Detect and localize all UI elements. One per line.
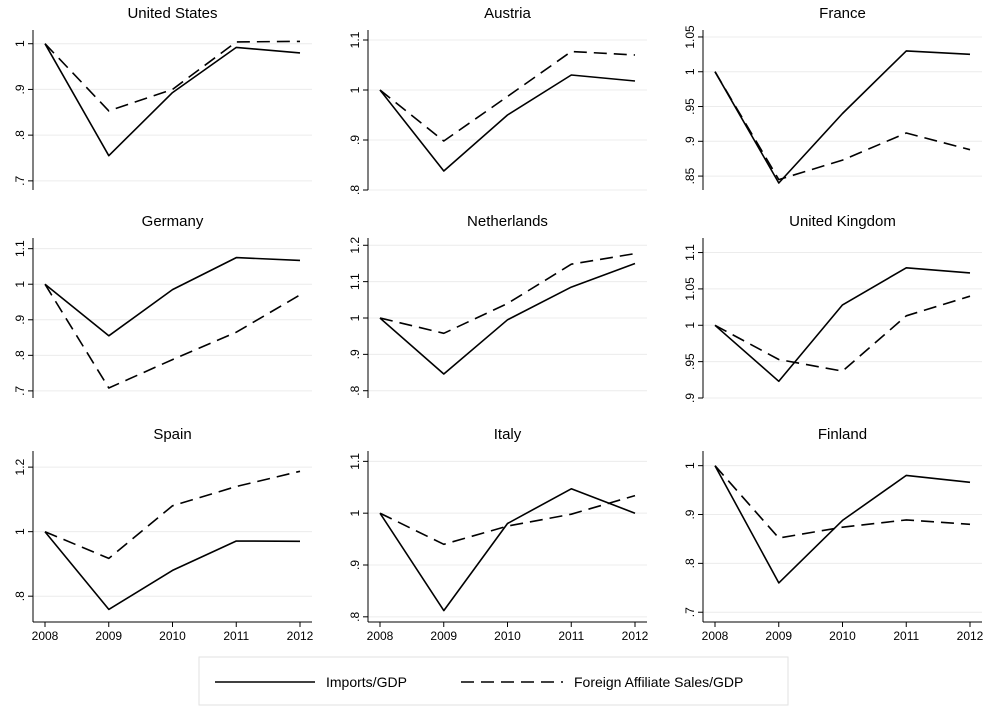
y-tick-label: .85 [683, 167, 697, 184]
x-tick-label: 2012 [287, 629, 314, 643]
y-tick-label: .9 [13, 84, 27, 94]
y-tick-label: .9 [348, 135, 362, 145]
y-tick-label: 1.1 [348, 31, 362, 48]
y-tick-label: .8 [348, 385, 362, 395]
y-tick-label: .9 [348, 560, 362, 570]
series-line-imports [44, 531, 301, 611]
x-tick-label: 2009 [765, 629, 792, 643]
panel-title: United Kingdom [789, 213, 896, 230]
y-tick-label: .7 [13, 386, 27, 396]
y-tick-label: .9 [13, 314, 27, 324]
series-line-affiliate-sales [714, 465, 971, 539]
y-tick-label: 1 [13, 40, 27, 47]
legend: Imports/GDP Foreign Affiliate Sales/GDP [198, 656, 789, 706]
y-tick-label: .8 [348, 185, 362, 195]
panel-title: Spain [153, 426, 191, 443]
series-line-imports [379, 487, 636, 612]
panel-title: France [819, 5, 866, 22]
x-tick-label: 2009 [430, 629, 457, 643]
y-tick-label: .7 [13, 176, 27, 186]
y-tick-label: .9 [683, 393, 697, 403]
y-tick-label: 1.1 [683, 244, 697, 261]
panel-title: United States [127, 5, 217, 22]
y-tick-label: 1.05 [683, 25, 697, 49]
panel-title: Germany [142, 213, 204, 230]
y-tick-label: 1 [13, 281, 27, 288]
series-line-imports [379, 74, 636, 172]
panel-spain: Spain .8 1 1.2 2008 2009 2010 2011 2012 [13, 426, 314, 643]
x-tick-label: 2009 [95, 629, 122, 643]
x-tick-label: 2008 [367, 629, 394, 643]
series-line-affiliate-sales [44, 470, 301, 560]
x-tick-label: 2012 [957, 629, 984, 643]
x-tick-label: 2011 [893, 629, 919, 643]
y-tick-label: 1.1 [13, 240, 27, 257]
y-tick-label: 1.2 [13, 458, 27, 475]
series-line-imports [714, 465, 971, 584]
series-line-imports [379, 262, 636, 375]
x-tick-label: 2010 [159, 629, 186, 643]
y-tick-label: .95 [683, 353, 697, 370]
x-tick-label: 2011 [223, 629, 249, 643]
series-line-imports [44, 43, 301, 157]
y-tick-label: 1.05 [683, 277, 697, 301]
y-tick-label: 1.1 [348, 453, 362, 470]
panel-title: Finland [818, 426, 867, 443]
panels-group: United States .7 .8 .9 1 Austria .8 .9 1 1.1 Franc… [13, 5, 984, 643]
y-tick-label: .8 [13, 591, 27, 601]
y-tick-label: .7 [683, 607, 697, 617]
x-tick-label: 2011 [558, 629, 584, 643]
y-tick-label: 1 [683, 322, 697, 329]
panel-netherlands: Netherlands .8 .9 1 1.1 1.2 [348, 213, 647, 398]
panel-austria: Austria .8 .9 1 1.1 [348, 5, 647, 195]
series-line-imports [44, 256, 301, 337]
panel-italy: Italy .8 .9 1 1.1 2008 2009 2010 2011 2012 [348, 426, 649, 643]
series-line-affiliate-sales [714, 295, 971, 372]
x-tick-label: 2012 [622, 629, 649, 643]
series-line-affiliate-sales [44, 283, 301, 389]
legend-box [198, 656, 789, 706]
y-tick-label: .8 [13, 350, 27, 360]
panel-title: Italy [494, 426, 522, 443]
legend-label-imports: Imports/GDP [326, 674, 407, 690]
x-tick-label: 2010 [494, 629, 521, 643]
y-tick-label: .95 [683, 98, 697, 115]
panel-title: Netherlands [467, 213, 548, 230]
series-line-affiliate-sales [379, 252, 636, 335]
y-tick-label: 1 [13, 528, 27, 535]
y-tick-label: 1 [348, 86, 362, 93]
y-tick-label: .9 [348, 349, 362, 359]
panel-united-kingdom: United Kingdom .9 .95 1 1.05 1.1 [683, 213, 982, 403]
y-tick-label: 1 [348, 314, 362, 321]
y-tick-label: 1 [683, 68, 697, 75]
y-tick-label: .9 [683, 509, 697, 519]
series-line-affiliate-sales [44, 40, 301, 112]
x-tick-label: 2010 [829, 629, 856, 643]
y-tick-label: .8 [683, 558, 697, 568]
panel-finland: Finland .7 .8 .9 1 2008 2009 2010 2011 2012 [683, 426, 984, 643]
panel-title: Austria [484, 5, 531, 22]
series-line-imports [714, 50, 971, 184]
panel-germany: Germany .7 .8 .9 1 1.1 [13, 213, 312, 398]
y-tick-label: 1 [348, 510, 362, 517]
series-line-affiliate-sales [379, 494, 636, 546]
y-tick-label: 1.2 [348, 237, 362, 254]
series-line-affiliate-sales [714, 71, 971, 181]
y-tick-label: 1 [683, 462, 697, 469]
series-line-imports [714, 266, 971, 383]
y-tick-label: .8 [13, 130, 27, 140]
x-tick-label: 2008 [32, 629, 59, 643]
y-tick-label: 1.1 [348, 273, 362, 290]
x-tick-label: 2008 [702, 629, 729, 643]
legend-label-affiliate-sales: Foreign Affiliate Sales/GDP [574, 674, 743, 690]
y-tick-label: .8 [348, 611, 362, 621]
y-tick-label: .9 [683, 136, 697, 146]
panel-france: France .85 .9 .95 1 1.05 [683, 5, 982, 190]
panel-united-states: United States .7 .8 .9 1 [13, 5, 312, 190]
series-line-affiliate-sales [379, 50, 636, 142]
